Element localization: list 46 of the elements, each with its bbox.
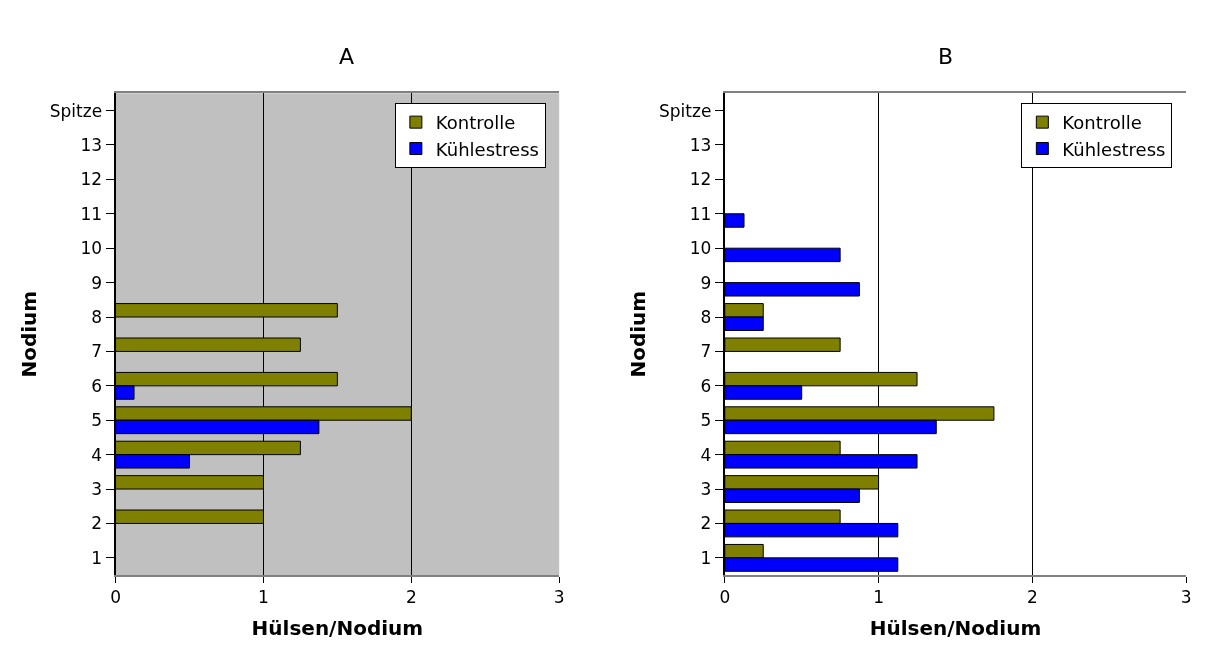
legend-label: Kontrolle: [435, 112, 516, 134]
y-axis-title: Nodium: [16, 290, 41, 378]
y-tick-label: 5: [91, 410, 103, 431]
y-tick-label: 7: [91, 341, 103, 362]
y-tick-label: 4: [91, 444, 103, 465]
y-tick-label: 1: [91, 547, 103, 568]
y-tick-label: 2: [700, 513, 712, 534]
x-axis-title: Hülsen/Nodium: [251, 616, 424, 641]
y-tick-label: 8: [91, 306, 103, 327]
x-tick-label: 2: [1026, 587, 1038, 608]
x-tick-label: 3: [1180, 587, 1192, 608]
y-tick-label: 4: [700, 444, 712, 465]
x-tick-label: 2: [405, 587, 417, 608]
y-tick-label: 2: [91, 513, 103, 534]
chart-title: B: [938, 44, 954, 69]
x-tick-label: 0: [719, 587, 731, 608]
y-axis-title: Nodium: [626, 290, 651, 378]
y-tick-label: 5: [700, 410, 712, 431]
y-tick-label: Spitze: [659, 100, 712, 121]
x-tick-label: 0: [110, 587, 121, 608]
y-tick-label: 13: [80, 134, 103, 155]
x-axis-title: Hülsen/Nodium: [869, 616, 1042, 641]
y-tick-label: 12: [80, 169, 103, 190]
y-tick-label: 8: [700, 306, 712, 327]
y-tick-label: 3: [700, 478, 712, 499]
y-tick-label: 10: [689, 238, 712, 259]
y-tick-label: Spitze: [49, 100, 103, 121]
y-tick-label: 12: [689, 169, 712, 190]
chart-title: A: [339, 44, 355, 69]
y-tick-label: 6: [700, 375, 712, 396]
y-tick-label: 7: [700, 341, 712, 362]
y-tick-label: 3: [91, 478, 103, 499]
y-tick-label: 9: [700, 272, 712, 293]
y-tick-label: 6: [91, 375, 103, 396]
legend-label: Kühlestress: [435, 138, 539, 160]
y-tick-label: 9: [91, 272, 103, 293]
y-tick-label: 13: [689, 134, 712, 155]
legend-label: Kontrolle: [1062, 112, 1142, 134]
x-tick-label: 3: [553, 587, 565, 608]
y-tick-label: 11: [689, 203, 712, 224]
y-tick-label: 11: [80, 203, 103, 224]
x-tick-label: 1: [258, 587, 269, 608]
y-tick-label: 10: [80, 238, 103, 259]
legend-label: Kühlestress: [1062, 138, 1166, 160]
x-tick-label: 1: [873, 587, 884, 608]
y-tick-label: 1: [700, 547, 712, 568]
